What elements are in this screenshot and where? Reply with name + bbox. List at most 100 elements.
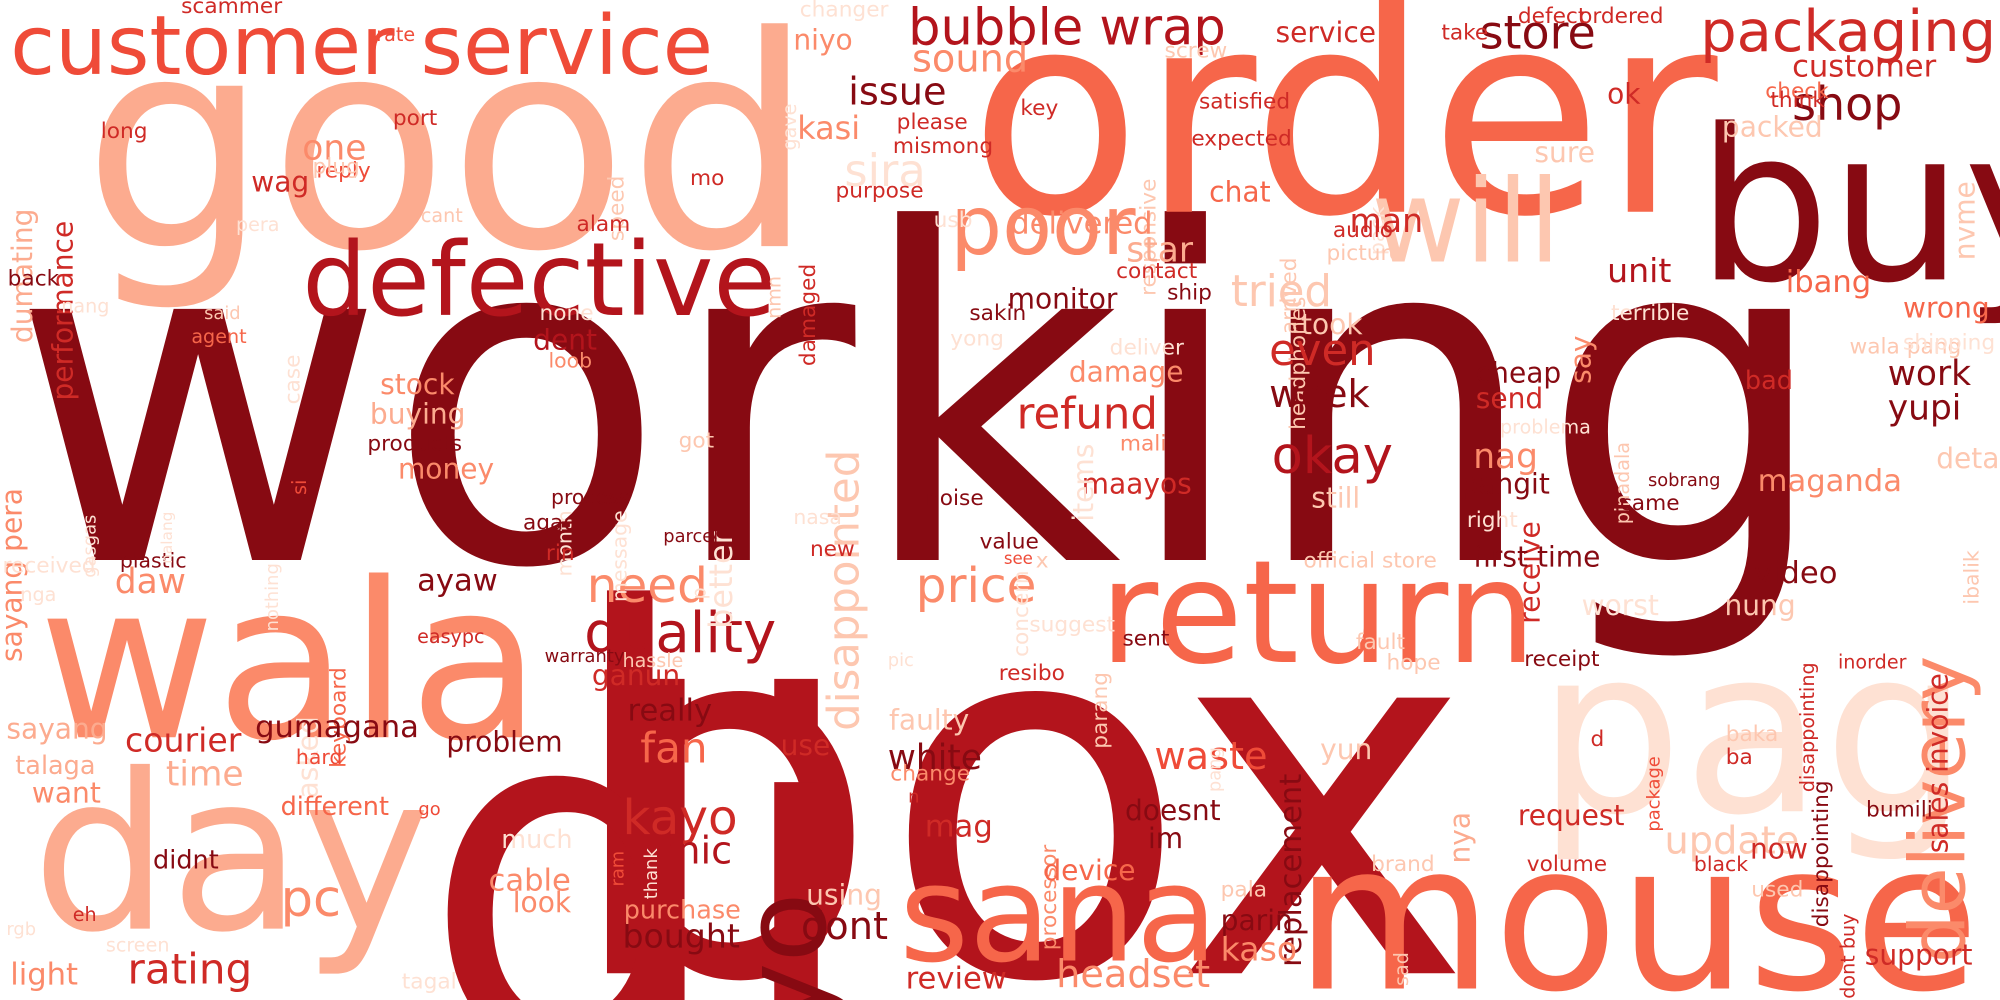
word-disappointing2: disappointing [1808,779,1835,927]
word-disappointed: disappointed [818,449,870,731]
word-bumili: bumili [1866,797,1933,823]
word-parang: parang [1088,671,1114,749]
word-gasgas: gasgas [80,514,101,578]
word-good: good [82,0,815,317]
word-bubble-wrap: bubble wrap [908,0,1226,58]
word-wrong: wrong [1903,293,1990,326]
word-noise: noise [926,485,984,512]
word-reply: reply [316,158,371,184]
word-wala: wala [38,536,542,790]
word-got: got [678,428,715,455]
word-package: package [1644,756,1665,832]
word-working: working [10,133,1832,669]
word-cheap: cheap [1475,358,1562,391]
word-wag: wag [251,167,310,199]
word-maayos: maayos [1081,469,1192,502]
word-pangit: pangit [1460,469,1550,502]
word-inorder: inorder [1837,650,1907,674]
word-maganda: maganda [1757,463,1903,499]
word-took: took [1301,309,1363,342]
word-faulty: faulty [889,705,970,738]
word-niyo: niyo [793,25,853,58]
word-dent: dent [533,325,598,358]
word-ibang: ibang [1785,264,1872,300]
word-support: support [1864,940,1973,972]
word-hope: hope [1386,650,1441,677]
word-terrible: terrible [1610,301,1690,327]
word-kaso: kaso [1220,931,1298,970]
word-chat: chat [1209,177,1271,210]
word-talaga: talaga [15,749,96,781]
word-tagal: tagal [401,969,457,995]
word-value: value [979,529,1039,555]
word-expected: expected [1191,126,1292,152]
word-price: price [915,557,1037,614]
word-refund: refund [1016,389,1158,441]
word-review: review [905,960,1007,997]
word-process: process [551,484,630,509]
word-products: products [367,431,463,457]
word-ayaw: ayaw [417,562,498,599]
word-brand: brand [1371,852,1435,878]
word-mic: mic [663,829,733,874]
word-change: change [890,761,971,787]
word-okay: okay [1271,427,1394,486]
word-want: want [31,778,101,810]
word-send: send [1475,383,1544,416]
word-received: received [2,553,96,580]
word-say: say [1566,335,1599,384]
word-pc: pc [280,869,342,929]
word-service: service [1275,17,1377,50]
word-work: work [1887,354,1972,395]
word-damage: damage [1068,357,1184,390]
word-baka: baka [1725,721,1779,748]
word-yong: yong [950,326,1004,353]
word-buy: buy [1696,84,2000,330]
word-ba: ba [1725,744,1753,771]
word-mouse: mouse [1294,798,1980,1000]
word-doesnt: doesnt [1124,795,1221,828]
word-waste: waste [1154,734,1268,780]
word-d: d [1590,727,1605,753]
word-warranty: warranty [544,646,625,668]
word-scammer: scammer [181,0,283,20]
word-shop: shop [1792,79,1903,132]
word-key: key [1020,95,1059,122]
word-resibo: resibo [998,660,1065,687]
word-even: even [1269,325,1376,377]
word-fan: fan [640,723,708,773]
word-hard: hard [295,744,343,770]
word-im: im [1147,823,1184,856]
word-back: back [7,266,60,293]
word-problem: problem [446,727,563,759]
word-will: will [1371,155,1561,290]
word-using: using [806,880,882,912]
word-pag: pag [1536,599,1970,867]
word-fault: fault [1355,630,1406,656]
word-bad: bad [1744,364,1793,396]
word-bought: bought [622,918,740,957]
word-kasi: kasi [797,109,861,147]
word-rgb: rgb [6,919,37,941]
word-parcel: parcel [663,526,719,548]
word-daw: daw [114,562,186,603]
word-defective: defective [302,220,777,340]
word-dont-buy: dont buy [1836,912,1860,999]
word-rating: rating [127,943,253,994]
word-picture: picture [1326,241,1403,267]
word-money: money [397,454,495,486]
word-thank: thank [641,848,662,900]
word-gave: gave [778,102,802,150]
word-volume: volume [1526,852,1608,878]
word-new: new [809,536,855,563]
word-sira: sira [844,146,926,198]
word-sent: sent [1122,626,1170,652]
word-said: said [204,303,241,324]
word-sure: sure [1534,137,1596,170]
word-update: update [1664,818,1800,864]
word-nalang: nalang [158,511,177,564]
word-cant: cant [420,204,463,228]
word-take: take [1441,20,1489,46]
word-detail: detail [1936,443,2000,476]
word-ram: ram [608,850,629,887]
